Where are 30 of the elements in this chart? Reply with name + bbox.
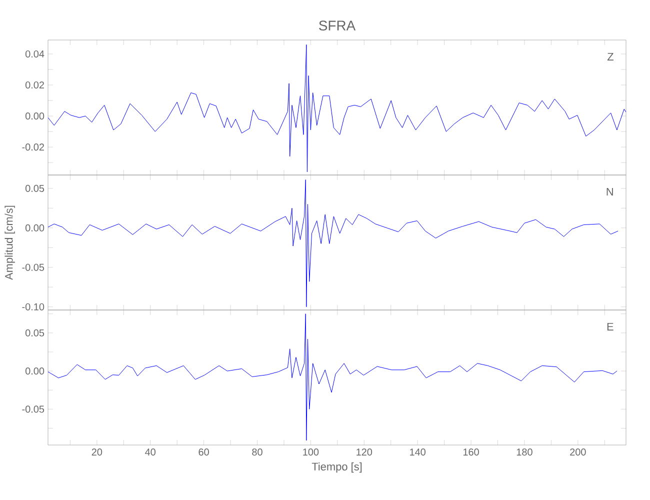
y-tick-label: 0.00	[25, 112, 44, 120]
x-tick-label: 160	[463, 448, 479, 456]
line-series	[48, 179, 618, 308]
annotation: Z	[607, 52, 614, 61]
x-tick-label: 100	[303, 448, 319, 456]
line-series	[48, 314, 618, 441]
y-tick-label: 0.05	[25, 329, 44, 336]
y-tick-label: -0.05	[22, 406, 44, 413]
y-tick-label: -0.02	[22, 144, 44, 151]
line-series	[48, 44, 626, 172]
y-tick-label: 0.05	[25, 184, 44, 192]
x-tick-label: 60	[198, 448, 209, 456]
annotation: N	[606, 188, 613, 196]
x-tick-label: 120	[356, 448, 372, 456]
y-tick-label: -0.10	[22, 303, 44, 310]
annotation: E	[607, 322, 614, 331]
y-tick-label: -0.05	[22, 264, 44, 271]
x-tick-label: 20	[92, 448, 102, 456]
x-tick-label: 180	[516, 448, 532, 456]
x-tick-label: 200	[570, 448, 586, 456]
x-tick-label: 140	[410, 448, 426, 456]
chart-title: SFRA	[319, 20, 356, 31]
x-tick-label: 80	[252, 448, 262, 456]
y-axis-title: Amplitud [cm/s]	[4, 206, 15, 280]
y-tick-label: 0.00	[25, 367, 44, 375]
x-axis-title: Tiempo [s]	[312, 462, 362, 473]
y-tick-label: 0.00	[25, 224, 44, 232]
y-tick-label: 0.02	[25, 81, 44, 89]
x-tick-label: 40	[145, 448, 156, 456]
y-tick-label: 0.04	[25, 50, 44, 58]
